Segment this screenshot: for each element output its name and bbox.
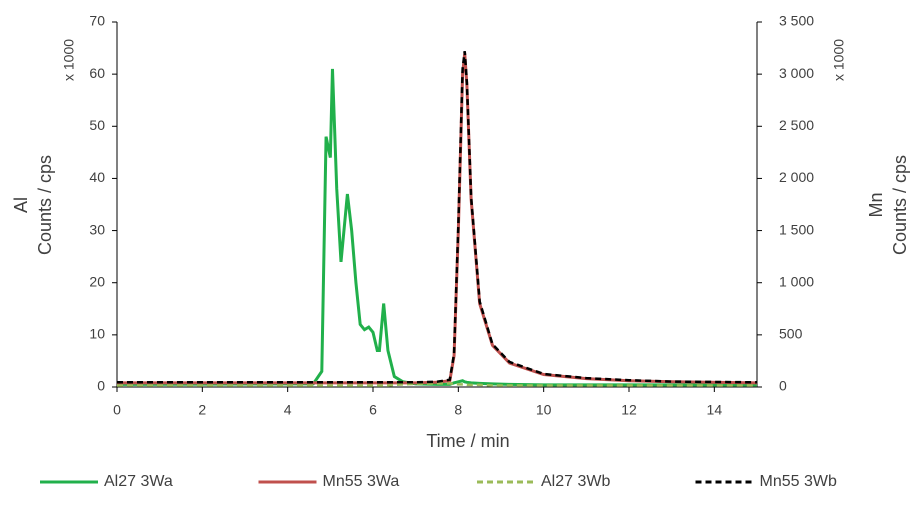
y2-axis-title: Counts / cps [890, 155, 910, 255]
y-tick-label: 30 [89, 221, 105, 237]
y-axis-title: Al [11, 197, 31, 213]
x-tick-label: 4 [284, 402, 292, 418]
y-tick-label: 20 [89, 273, 105, 289]
y2-axis-unit: x 1000 [831, 39, 847, 81]
y2-tick-label: 1 000 [779, 273, 814, 289]
x-tick-label: 10 [536, 402, 552, 418]
x-tick-label: 12 [621, 402, 637, 418]
y-tick-label: 70 [89, 13, 105, 29]
y2-tick-label: 500 [779, 326, 803, 342]
legend-label: Mn55 3Wb [760, 473, 837, 490]
y-tick-label: 40 [89, 169, 105, 185]
series-line [117, 53, 758, 385]
y-axis-title: Counts / cps [35, 155, 55, 255]
x-tick-label: 0 [113, 402, 121, 418]
x-tick-label: 8 [454, 402, 462, 418]
x-tick-label: 14 [707, 402, 723, 418]
series-line [117, 51, 758, 384]
x-axis-title: Time / min [426, 431, 509, 451]
series-line [116, 68, 757, 387]
y2-tick-label: 3 500 [779, 13, 814, 29]
y2-axis-title: Mn [866, 192, 886, 217]
y-axis-unit: x 1000 [61, 39, 77, 81]
y-tick-label: 60 [89, 65, 105, 81]
y2-tick-label: 2 500 [779, 117, 814, 133]
y-tick-label: 0 [97, 378, 105, 394]
legend-label: Al27 3Wa [104, 473, 173, 490]
y2-tick-label: 0 [779, 378, 787, 394]
legend-label: Al27 3Wb [541, 473, 610, 490]
y2-tick-label: 1 500 [779, 221, 814, 237]
x-tick-label: 6 [369, 402, 377, 418]
legend-label: Mn55 3Wa [323, 473, 400, 490]
y-tick-label: 10 [89, 326, 105, 342]
y2-tick-label: 3 000 [779, 65, 814, 81]
series-line [117, 382, 757, 387]
x-tick-label: 2 [198, 402, 206, 418]
y2-tick-label: 2 000 [779, 169, 814, 185]
y-tick-label: 50 [89, 117, 105, 133]
